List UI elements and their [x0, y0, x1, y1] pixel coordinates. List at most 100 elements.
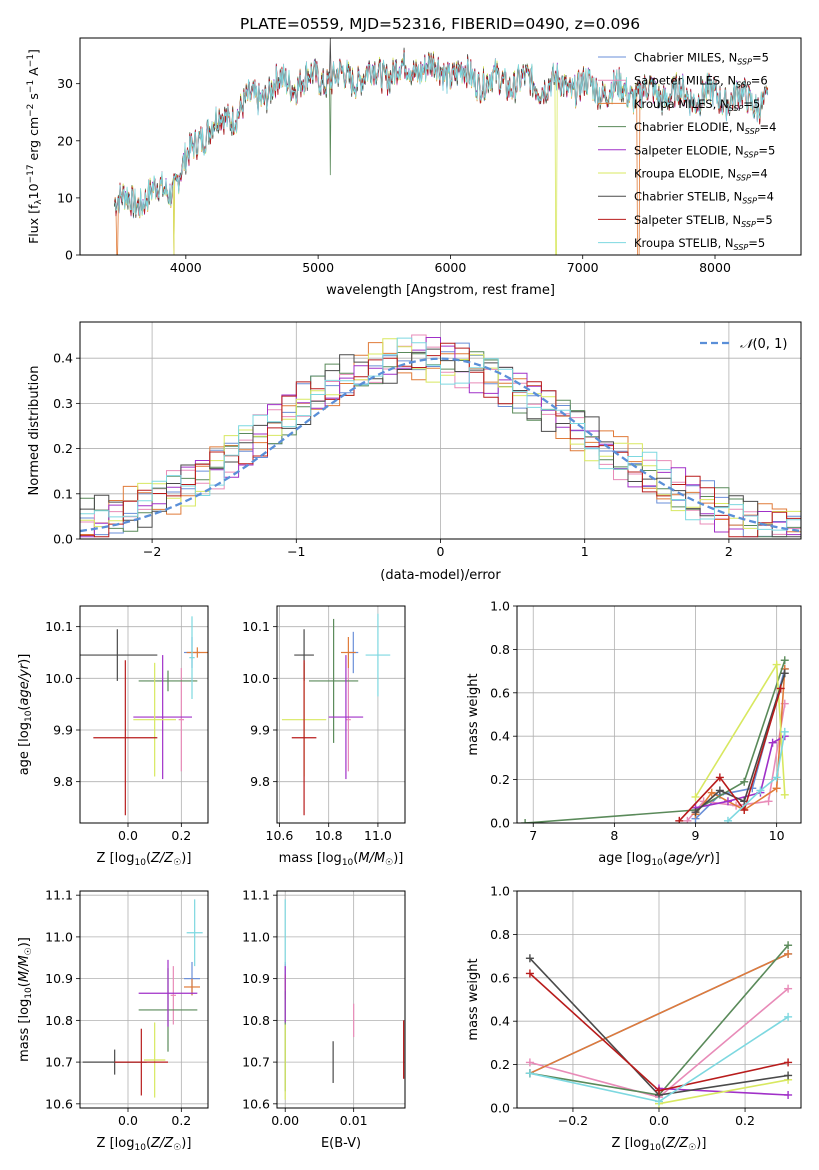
residual-histograms [80, 334, 801, 538]
age_vs_mass-xtick-label: 10.6 [266, 828, 294, 843]
weight_vs_Z-ytick-label: 0.8 [490, 927, 510, 942]
age_vs_Z-xtick-label: 0.2 [171, 828, 191, 843]
mass_vs_EBV-ytick-label: 10.6 [242, 1096, 270, 1111]
weight_vs_age-ytick-label: 0.4 [490, 729, 510, 744]
residuals-ylabel: Normed distribution [27, 366, 42, 496]
weight_vs_age-ylabel: mass weight [466, 673, 481, 755]
residuals-ytick-label: 0.2 [53, 441, 73, 456]
spectrum-ytick-label: 30 [57, 76, 73, 91]
weight_vs_Z-ytick-label: 1.0 [490, 884, 510, 899]
weight_vs_age-xtick-label: 7 [529, 828, 537, 843]
age_vs_mass-errorbars [281, 613, 391, 816]
spectrum-ylabel: Flux [fλ10−17 erg cm−2 s−1 A−1] [26, 49, 44, 244]
weight_vs_Z-ytick-label: 0.2 [490, 1057, 510, 1072]
age_vs_Z-ytick-label: 9.9 [53, 723, 73, 738]
weight_vs_Z-ylabel: mass weight [466, 958, 481, 1040]
weight_vs_Z-ytick-label: 0.4 [490, 1014, 510, 1029]
weight_vs_age-ytick-label: 0.0 [490, 816, 510, 831]
weight_vs_Z-ytick-label: 0.0 [490, 1101, 510, 1116]
mass_vs_EBV-ytick-label: 11.0 [242, 929, 270, 944]
mass_vs_EBV-ytick-label: 10.8 [242, 1013, 270, 1028]
mass_vs_EBV-xtick-label: 0.01 [340, 1113, 368, 1128]
mass_vs_Z-ylabel: mass [log10(M/M☉)] [17, 937, 34, 1062]
weight_vs_age-ytick-label: 0.6 [490, 685, 510, 700]
residuals-ytick-label: 0.1 [53, 486, 73, 501]
figure-title: PLATE=0559, MJD=52316, FIBERID=0490, z=0… [240, 15, 640, 33]
weight_vs_age-xlabel: age [log10(age/yr)] [598, 851, 720, 868]
mass_vs_EBV-xlabel: E(B-V) [321, 1136, 361, 1151]
age_vs_Z-errorbars [80, 616, 208, 816]
spectrum-xtick-label: 8000 [699, 260, 731, 275]
weight_vs_Z-xlabel: Z [log10(Z/Z☉)] [612, 1136, 707, 1153]
residual-histogram [80, 342, 801, 538]
age_vs_Z-xtick-label: 0.0 [118, 828, 138, 843]
spectrum-series-line [114, 52, 769, 217]
age_vs_mass-xlabel: mass [log10(M/M☉)] [279, 851, 404, 868]
mass_vs_Z-xtick-label: 0.0 [118, 1113, 138, 1128]
legend-label: Chabrier STELIB, NSSP=4 [634, 190, 774, 206]
age_vs_Z-ytick-label: 9.8 [53, 774, 73, 789]
spectrum-frame [79, 37, 802, 256]
spectrum-ytick-label: 10 [57, 190, 73, 205]
age_vs_Z-ylabel: age [log10(age/yr)] [17, 654, 34, 776]
mass_vs_EBV-xtick-label: 0.00 [271, 1113, 299, 1128]
residuals-xtick-label: 1 [581, 544, 589, 559]
age_vs_mass-ytick-label: 9.9 [250, 723, 270, 738]
legend-label: Kroupa MILES, NSSP=5 [634, 97, 760, 113]
weight-series-line [658, 1079, 789, 1105]
legend-label: Salpeter MILES, NSSP=6 [634, 74, 768, 90]
weight_vs_Z-frame [516, 890, 802, 1109]
spectrum-lines [114, 38, 769, 255]
weight-series-line [678, 688, 782, 822]
mass_vs_Z-ytick-label: 10.9 [45, 971, 73, 986]
residuals-xlabel: (data-model)/error [380, 568, 501, 583]
spectrum-xtick-label: 4000 [170, 260, 202, 275]
mass_vs_Z-ytick-label: 10.8 [45, 1013, 73, 1028]
weight_vs_age-ytick-label: 0.8 [490, 642, 510, 657]
residuals-frame [79, 321, 802, 540]
age_vs_Z-frame [79, 605, 209, 824]
spectrum-xlabel: wavelength [Angstrom, rest frame] [326, 283, 555, 298]
age_vs_mass-xtick-label: 10.8 [315, 828, 343, 843]
spectrum-xtick-label: 6000 [435, 260, 467, 275]
residuals-xtick-label: 2 [725, 544, 733, 559]
weight-series-line [694, 673, 786, 813]
residual-histogram [80, 337, 801, 538]
mass_vs_Z-xlabel: Z [log10(Z/Z☉)] [97, 1136, 192, 1153]
legend-label: Chabrier ELODIE, NSSP=4 [634, 120, 776, 136]
weight-series-line [694, 662, 786, 798]
age_vs_mass-ytick-label: 10.0 [242, 671, 270, 686]
mass_vs_EBV-ytick-label: 10.9 [242, 971, 270, 986]
residuals-ytick-label: 0.0 [53, 532, 73, 547]
weight_vs_age-frame [516, 605, 802, 824]
mass_vs_Z-ytick-label: 10.7 [45, 1055, 73, 1070]
weight-series-line [727, 731, 786, 822]
weight_vs_age-xtick-label: 9 [692, 828, 700, 843]
residuals-xtick-label: 0 [437, 544, 445, 559]
legend-label: Kroupa STELIB, NSSP=5 [634, 236, 765, 252]
mass_vs_EBV-ytick-label: 11.1 [242, 888, 270, 903]
age_vs_Z-xlabel: Z [log10(Z/Z☉)] [97, 851, 192, 868]
legend-label: Chabrier MILES, NSSP=5 [634, 51, 769, 67]
age_vs_Z-ytick-label: 10.1 [45, 619, 73, 634]
mass_vs_Z-ytick-label: 11.1 [45, 888, 73, 903]
mass_vs_Z-xtick-label: 0.2 [171, 1113, 191, 1128]
weight_vs_age-lines [521, 656, 789, 823]
weight_vs_age-xtick-label: 8 [610, 828, 618, 843]
legend-label: Salpeter ELODIE, NSSP=5 [634, 143, 775, 159]
weight_vs_Z-ytick-label: 0.6 [490, 970, 510, 985]
weight_vs_Z-xtick-label: 0.0 [649, 1113, 669, 1128]
age_vs_Z-ytick-label: 10.0 [45, 671, 73, 686]
residual-histogram [80, 337, 801, 531]
weight-series-line [525, 660, 786, 823]
spectrum-ytick-label: 20 [57, 133, 73, 148]
weight-series-line [529, 953, 789, 1075]
mass_vs_EBV-errorbars [284, 899, 405, 1100]
age_vs_mass-xtick-label: 11.0 [364, 828, 392, 843]
age_vs_mass-ytick-label: 10.1 [242, 619, 270, 634]
residuals-xtick-label: −2 [143, 544, 161, 559]
mass_vs_EBV-frame [276, 890, 406, 1109]
legend-label: 𝒩(0, 1) [740, 337, 787, 352]
weight_vs_age-ytick-label: 1.0 [490, 599, 510, 614]
